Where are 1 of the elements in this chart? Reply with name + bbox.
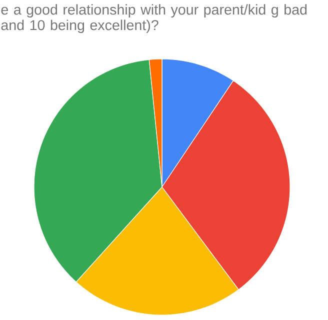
chart-title: e a good relationship with your parent/kid g bad and 10 being excellent)?	[1, 4, 307, 34]
